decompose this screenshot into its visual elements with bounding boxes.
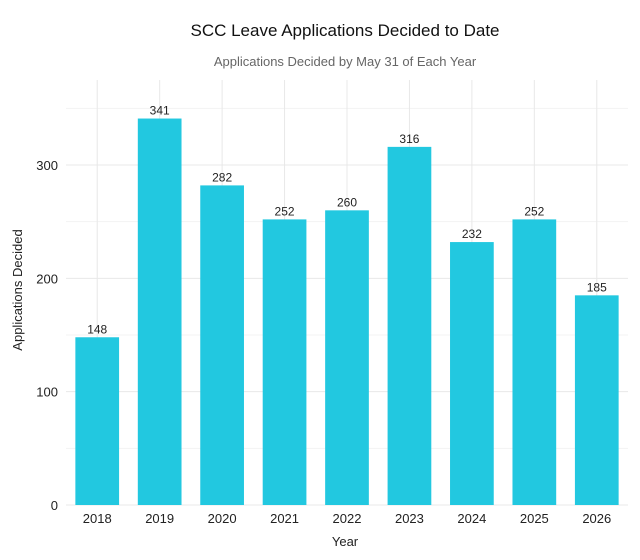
x-tick-label: 2022 [333, 511, 362, 526]
data-label: 341 [150, 104, 170, 118]
y-tick-label: 100 [36, 385, 58, 400]
y-tick-label: 0 [51, 498, 58, 513]
bar [75, 337, 120, 505]
x-tick-label: 2026 [582, 511, 611, 526]
x-tick-label: 2024 [457, 511, 486, 526]
data-labels: 148 341 282 252 260 316 232 252 185 [87, 104, 607, 337]
y-tick-label: 300 [36, 158, 58, 173]
x-tick-label: 2023 [395, 511, 424, 526]
bar [137, 118, 182, 506]
x-tick-label: 2018 [83, 511, 112, 526]
bar [325, 210, 369, 506]
bar [200, 185, 244, 505]
data-label: 148 [87, 322, 107, 336]
x-axis-title: Year [332, 534, 359, 549]
data-label: 260 [337, 195, 357, 209]
x-tick-label: 2021 [270, 511, 299, 526]
y-tick-label: 200 [36, 271, 58, 286]
data-label: 252 [524, 204, 544, 218]
bar [574, 295, 619, 505]
data-label: 282 [212, 170, 232, 184]
data-label: 252 [275, 204, 295, 218]
x-tick-label: 2019 [145, 511, 174, 526]
bar [262, 219, 307, 505]
x-axis-ticks: 2018 2019 2020 2021 2022 2023 2024 2025 2026 [83, 511, 611, 526]
bar [512, 219, 557, 505]
x-tick-label: 2025 [520, 511, 549, 526]
chart-title: SCC Leave Applications Decided to Date [190, 21, 499, 40]
chart-subtitle: Applications Decided by May 31 of Each Y… [214, 54, 477, 69]
bar [450, 242, 494, 506]
data-label: 185 [587, 280, 607, 294]
bars [75, 118, 619, 506]
x-tick-label: 2020 [208, 511, 237, 526]
y-axis-ticks: 0 100 200 300 [36, 158, 58, 513]
y-axis-title: Applications Decided [10, 229, 25, 350]
data-label: 316 [399, 132, 419, 146]
data-label: 232 [462, 227, 482, 241]
bar [387, 146, 432, 505]
